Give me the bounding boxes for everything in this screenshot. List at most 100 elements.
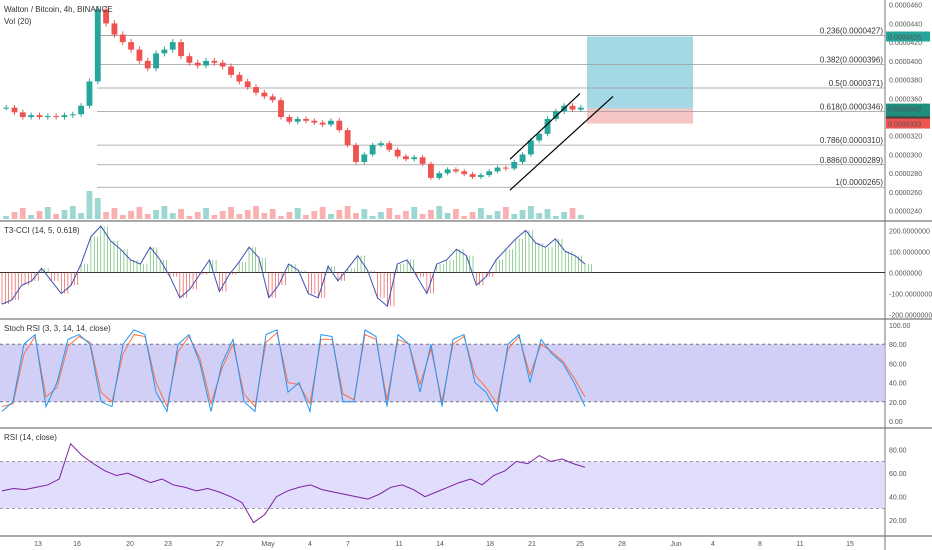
candle-body (344, 130, 351, 146)
candle-body (136, 49, 143, 61)
volume-bar (544, 209, 551, 219)
volume-bar (28, 215, 35, 219)
candle-body (53, 116, 60, 118)
time-label: 11 (395, 541, 402, 548)
volume-bar (411, 207, 418, 219)
price-badge (886, 31, 930, 42)
candle-body (169, 42, 176, 50)
candle-body (569, 105, 576, 110)
candle-body (211, 60, 218, 63)
price-tick: 0.0000260 (889, 190, 922, 197)
candle-body (111, 23, 118, 35)
candle-body (11, 107, 18, 113)
symbol-title: Walton / Bitcoin, 4h, BINANCE (4, 5, 113, 14)
volume-bar (477, 208, 484, 219)
candle-body (61, 115, 68, 118)
candle-body (153, 53, 159, 69)
volume-bar (44, 207, 51, 219)
candle-body (186, 56, 193, 63)
cci-tick: 200.0000000 (889, 228, 930, 235)
candle-body (519, 154, 526, 162)
candle-body (319, 122, 326, 125)
stoch-k-line (1, 328, 586, 414)
cci-tick: 100.0000000 (889, 249, 930, 256)
candle-body (536, 133, 543, 141)
time-label: 27 (216, 541, 224, 548)
candle-body (511, 161, 518, 169)
candle-body (353, 145, 359, 162)
rsi-tick: 60.00 (889, 471, 907, 478)
volume-bar (436, 206, 443, 219)
cci-tick: -200.0000000 (889, 313, 932, 320)
volume-bar (78, 213, 85, 219)
volume-bar (361, 209, 368, 219)
volume-bar (428, 210, 434, 219)
fib-level-label: 0.382(0.0000396) (820, 56, 884, 65)
volume-bar (386, 208, 393, 219)
volume-bar (69, 206, 76, 219)
candle-body (278, 100, 284, 118)
candle-body (527, 140, 534, 155)
volume-bar (161, 206, 168, 219)
volume-bar (452, 209, 459, 219)
candle-body (386, 143, 393, 150)
candle-body (261, 92, 268, 97)
time-label: 11 (796, 541, 803, 548)
price-tick: 0.0000320 (889, 134, 922, 141)
volume-bar (136, 207, 143, 219)
fib-level-label: 1(0.0000265) (835, 178, 883, 187)
candle-body (328, 120, 334, 125)
candle-body (552, 111, 559, 119)
candle-body (78, 105, 85, 115)
candle-body (294, 118, 301, 122)
volume-bar (211, 215, 218, 219)
fib-level-label: 0.786(0.0000310) (820, 136, 884, 145)
volume-bar (461, 216, 468, 219)
price-tick: 0.0000420 (889, 40, 922, 47)
stoch-tick: 40.00 (889, 381, 907, 388)
volume-bar (319, 207, 326, 219)
candle-body (44, 116, 51, 118)
cci-title: T3-CCI (14, 5, 0.618) (4, 226, 80, 235)
volume-bar (286, 212, 293, 219)
candle-body (411, 157, 418, 160)
candle-body (286, 117, 293, 122)
volume-bar (178, 209, 184, 219)
volume-bar (186, 216, 193, 219)
price-badge-text: 0.0000426 (888, 35, 921, 42)
stoch-tick: 60.00 (889, 361, 907, 368)
time-label: 23 (164, 541, 172, 548)
fib-level-label: 0.5(0.0000371) (829, 79, 884, 88)
candle-body (444, 169, 451, 174)
candle-body (403, 156, 409, 160)
volume-bar (86, 191, 93, 219)
volume-bar (228, 207, 234, 219)
candle-body (577, 107, 584, 110)
stop-zone (587, 108, 693, 124)
volume-bar (336, 210, 343, 219)
fib-level-label: 0.236(0.0000427) (820, 27, 884, 36)
volume-bar (153, 210, 159, 219)
candle-body (119, 34, 126, 43)
price-tick: 0.0000460 (889, 3, 922, 10)
rsi-title: RSI (14, close) (4, 433, 57, 442)
time-label: 15 (846, 541, 854, 548)
time-label: 28 (618, 541, 626, 548)
candle-body (494, 167, 501, 172)
volume-bar (311, 211, 318, 219)
candle-body (103, 9, 110, 24)
candle-body (369, 145, 376, 155)
candle-body (311, 120, 318, 123)
candle-body (161, 49, 168, 54)
time-label: 20 (126, 541, 134, 548)
volume-bar (111, 208, 118, 219)
volume-bar (419, 214, 426, 219)
volume-bar (36, 211, 43, 219)
price-badge (886, 103, 930, 114)
stoch-tick: 80.00 (889, 342, 907, 349)
volume-bar (469, 212, 476, 219)
candle-body (36, 115, 43, 118)
volume-bar (103, 212, 110, 219)
channel-upper-line (509, 93, 581, 160)
